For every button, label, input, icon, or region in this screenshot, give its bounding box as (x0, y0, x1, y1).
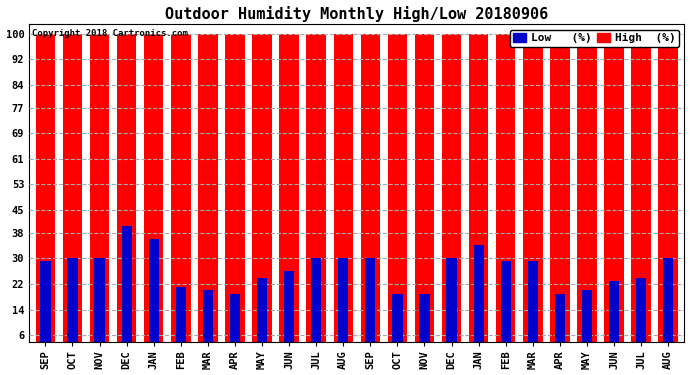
Bar (609, 281, 619, 354)
Bar (393, 294, 402, 354)
Bar (420, 294, 430, 354)
Bar (306, 34, 326, 354)
Bar (446, 258, 457, 354)
Bar (500, 261, 511, 354)
Legend: Low   (%), High  (%): Low (%), High (%) (510, 30, 679, 47)
Bar (496, 34, 515, 354)
Bar (121, 226, 132, 354)
Bar (555, 294, 565, 354)
Bar (361, 34, 380, 354)
Bar (333, 34, 353, 354)
Bar (578, 34, 597, 354)
Bar (63, 34, 82, 354)
Bar (663, 258, 673, 354)
Bar (68, 258, 78, 354)
Bar (658, 34, 678, 354)
Bar (36, 34, 55, 354)
Bar (365, 258, 375, 354)
Bar (144, 34, 164, 354)
Bar (604, 34, 624, 354)
Bar (198, 34, 217, 354)
Bar (631, 34, 651, 354)
Title: Outdoor Humidity Monthly High/Low 20180906: Outdoor Humidity Monthly High/Low 201809… (165, 6, 549, 21)
Bar (253, 34, 272, 354)
Bar (636, 278, 647, 354)
Bar (442, 34, 462, 354)
Bar (230, 294, 240, 354)
Bar (582, 290, 592, 354)
Bar (469, 34, 489, 354)
Bar (257, 278, 267, 354)
Bar (473, 246, 484, 354)
Bar (415, 34, 434, 354)
Bar (171, 34, 190, 354)
Bar (528, 261, 538, 354)
Bar (523, 34, 542, 354)
Bar (338, 258, 348, 354)
Bar (388, 34, 407, 354)
Bar (90, 34, 109, 354)
Text: Copyright 2018 Cartronics.com: Copyright 2018 Cartronics.com (32, 29, 188, 38)
Bar (40, 261, 50, 354)
Bar (279, 34, 299, 354)
Bar (148, 239, 159, 354)
Bar (225, 34, 245, 354)
Bar (95, 258, 105, 354)
Bar (311, 258, 322, 354)
Bar (550, 34, 570, 354)
Bar (284, 271, 294, 354)
Bar (176, 287, 186, 354)
Bar (203, 290, 213, 354)
Bar (117, 34, 137, 354)
